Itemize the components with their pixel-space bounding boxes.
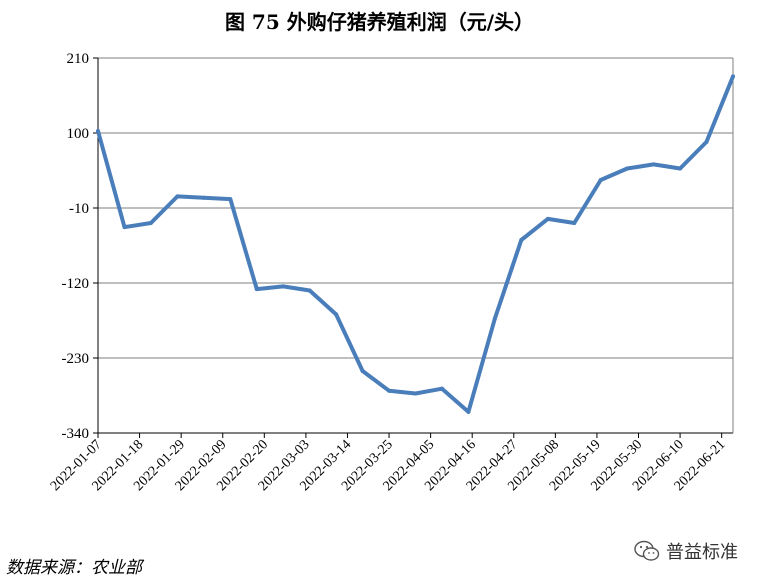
data-point: [651, 162, 656, 167]
wechat-icon: [634, 540, 660, 561]
data-point: [387, 388, 392, 393]
data-point: [228, 197, 233, 202]
data-point: [439, 386, 444, 391]
data-point: [678, 166, 683, 171]
data-point: [731, 74, 735, 79]
chart-grid: [97, 57, 734, 434]
data-point: [572, 221, 577, 225]
y-tick-label: -230: [62, 351, 90, 367]
data-point: [334, 312, 339, 317]
data-point: [598, 178, 603, 183]
watermark-text: 普益标准: [666, 542, 738, 563]
x-axis-ticks: 2022-01-072022-01-182022-01-292022-02-09…: [48, 433, 728, 494]
data-source: 数据来源：农业部: [6, 558, 142, 578]
data-point: [201, 195, 206, 200]
chart-title: 图 75 外购仔猪养殖利润（元/头）: [224, 10, 535, 34]
data-point: [148, 221, 153, 225]
y-tick-label: 210: [67, 51, 90, 67]
data-point: [307, 288, 312, 293]
y-tick-label: -120: [62, 276, 90, 292]
data-point: [625, 166, 630, 171]
y-axis-ticks: 210 100 -10 -120 -230 -340: [62, 51, 98, 442]
data-point: [492, 316, 497, 321]
data-point: [466, 409, 471, 414]
data-point: [413, 391, 418, 396]
y-tick-label: 100: [67, 126, 90, 142]
data-point: [360, 368, 365, 373]
data-point: [254, 287, 259, 292]
watermark: 普益标准: [634, 538, 738, 564]
chart-series: [96, 74, 735, 414]
data-point: [519, 238, 524, 243]
data-point: [122, 225, 127, 230]
data-point: [704, 139, 709, 144]
data-point: [545, 216, 550, 221]
y-tick-label: -10: [69, 201, 89, 217]
series-line: [96, 74, 735, 414]
data-point: [281, 284, 286, 289]
data-point: [175, 194, 180, 199]
y-tick-label: -340: [62, 426, 90, 442]
data-point: [96, 128, 100, 133]
